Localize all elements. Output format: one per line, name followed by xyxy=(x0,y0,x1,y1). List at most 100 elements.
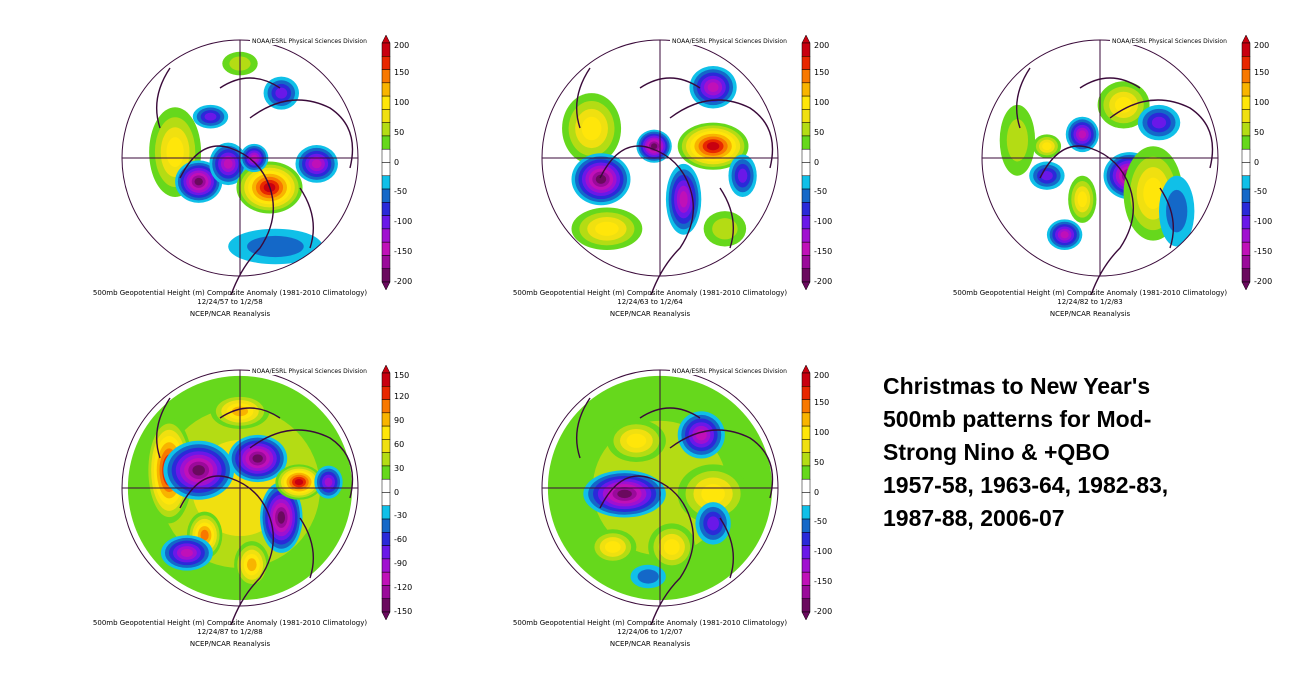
colorbar-tick-label: 0 xyxy=(814,487,820,497)
colorbar-segment xyxy=(1241,188,1251,203)
anomaly-contour xyxy=(737,168,748,183)
caption-line-1: 500mb Geopotential Height (m) Composite … xyxy=(512,619,788,627)
colorbar-tick-label: -150 xyxy=(1254,247,1273,257)
coastline xyxy=(155,397,354,625)
anomaly-contour xyxy=(617,489,632,499)
colorbar-segment xyxy=(381,372,391,387)
colorbar-tick-label: 0 xyxy=(394,487,400,497)
colorbar-tick-label: -100 xyxy=(814,217,833,227)
colorbar-max-arrow xyxy=(801,35,811,44)
colorbar-tick-label: -50 xyxy=(1254,187,1268,197)
anomaly-contour xyxy=(1114,97,1133,113)
colorbar-tick-label: 150 xyxy=(814,67,830,77)
colorbar-segment xyxy=(801,545,811,560)
anomaly-contour xyxy=(1078,130,1087,139)
caption-line-1: 500mb Geopotential Height (m) Composite … xyxy=(512,289,788,297)
colorbar-min-arrow xyxy=(381,281,391,291)
colorbar xyxy=(381,35,391,291)
polar-map xyxy=(121,39,359,295)
colorbar-segment xyxy=(381,452,391,467)
caption-line-1: 500mb Geopotential Height (m) Composite … xyxy=(92,289,368,297)
colorbar-tick-label: 0 xyxy=(1254,157,1260,167)
map-boundary xyxy=(541,39,779,277)
colorbar-segment xyxy=(1241,56,1251,70)
colorbar-tick-label: -120 xyxy=(394,583,413,593)
caption-line-1: 500mb Geopotential Height (m) Composite … xyxy=(952,289,1228,297)
map-caption: 500mb Geopotential Height (m) Composite … xyxy=(940,289,1240,319)
colorbar-segment xyxy=(801,215,811,230)
colorbar-segment xyxy=(1241,228,1251,243)
caption-line-3: NCEP/NCAR Reanalysis xyxy=(609,640,691,648)
colorbar-segment xyxy=(1241,175,1251,190)
colorbar-tick-label: 100 xyxy=(814,427,830,437)
colorbar-segment xyxy=(381,598,391,613)
map-caption: 500mb Geopotential Height (m) Composite … xyxy=(80,619,380,649)
colorbar-segment xyxy=(801,228,811,243)
colorbar-tick-label: 100 xyxy=(1254,97,1270,107)
colorbar-segment xyxy=(381,268,391,283)
colorbar-segment xyxy=(381,505,391,520)
anomaly-contour xyxy=(1060,231,1069,239)
colorbar-segment xyxy=(801,532,811,546)
coastline xyxy=(155,67,354,295)
colorbar-tick-label: -100 xyxy=(814,547,833,557)
map-boundary xyxy=(981,39,1219,277)
colorbar-tick-label: 200 xyxy=(394,41,410,50)
colorbar-max-arrow xyxy=(381,365,391,374)
anomaly-contour xyxy=(595,221,619,236)
colorbar-segment xyxy=(801,241,811,256)
colorbar-segment xyxy=(1241,202,1251,216)
colorbar-tick-label: 50 xyxy=(814,127,825,137)
anomaly-contour xyxy=(194,177,203,186)
colorbar-tick-label: 60 xyxy=(394,439,405,449)
anomaly-contour xyxy=(581,116,602,141)
colorbar-segment xyxy=(801,452,811,467)
colorbar-segment xyxy=(801,598,811,613)
map-caption: 500mb Geopotential Height (m) Composite … xyxy=(80,289,380,319)
colorbar-segment xyxy=(381,386,391,400)
colorbar xyxy=(1241,35,1251,291)
colorbar-tick-label: 30 xyxy=(394,463,405,473)
colorbar-tick-label: 150 xyxy=(394,371,410,380)
anomaly-contour xyxy=(701,484,725,504)
map-boundary xyxy=(121,369,359,607)
colorbar xyxy=(381,365,391,621)
anomaly-contour xyxy=(1151,116,1167,129)
anomaly-contour xyxy=(324,477,333,487)
anomaly-contour xyxy=(247,235,304,258)
colorbar-max-arrow xyxy=(381,35,391,44)
colorbar-tick-label: -150 xyxy=(814,577,833,587)
colorbar-tick-label: -150 xyxy=(394,247,413,257)
anomaly-contour xyxy=(200,529,209,541)
anomaly-contour xyxy=(626,433,647,448)
colorbar-segment xyxy=(1241,69,1251,84)
polar-map xyxy=(121,369,359,625)
colorbar-tick-label: 100 xyxy=(394,97,410,107)
colorbar-segment xyxy=(381,135,391,150)
colorbar-segment xyxy=(801,518,811,533)
polar-map xyxy=(541,39,779,295)
colorbar-segment xyxy=(1241,162,1251,177)
colorbar-segment xyxy=(801,465,811,480)
colorbar-segment xyxy=(381,585,391,599)
colorbar-segment xyxy=(381,465,391,480)
colorbar-tick-label: -90 xyxy=(394,559,408,569)
colorbar-segment xyxy=(381,399,391,414)
colorbar-segment xyxy=(1241,95,1251,110)
headline-line-2: 500mb patterns for Mod- xyxy=(883,406,1152,432)
colorbar-tick-label: -100 xyxy=(394,217,413,227)
map-panel-1982-83: NOAA/ESRL Physical Sciences Division 200 1… xyxy=(930,25,1299,355)
colorbar-tick-label: 50 xyxy=(814,457,825,467)
map-boundary xyxy=(541,369,779,607)
anomaly-contour xyxy=(679,191,688,208)
colorbar-segment xyxy=(801,109,811,123)
caption-line-3: NCEP/NCAR Reanalysis xyxy=(189,640,271,648)
colorbar-min-arrow xyxy=(1241,281,1251,291)
anomaly-contour xyxy=(223,158,233,169)
colorbar-segment xyxy=(801,82,811,97)
colorbar-min-arrow xyxy=(381,611,391,621)
colorbar-segment xyxy=(381,82,391,97)
anomaly-contour xyxy=(706,142,720,151)
colorbar-segment xyxy=(1241,135,1251,150)
anomaly-contour xyxy=(637,569,659,584)
